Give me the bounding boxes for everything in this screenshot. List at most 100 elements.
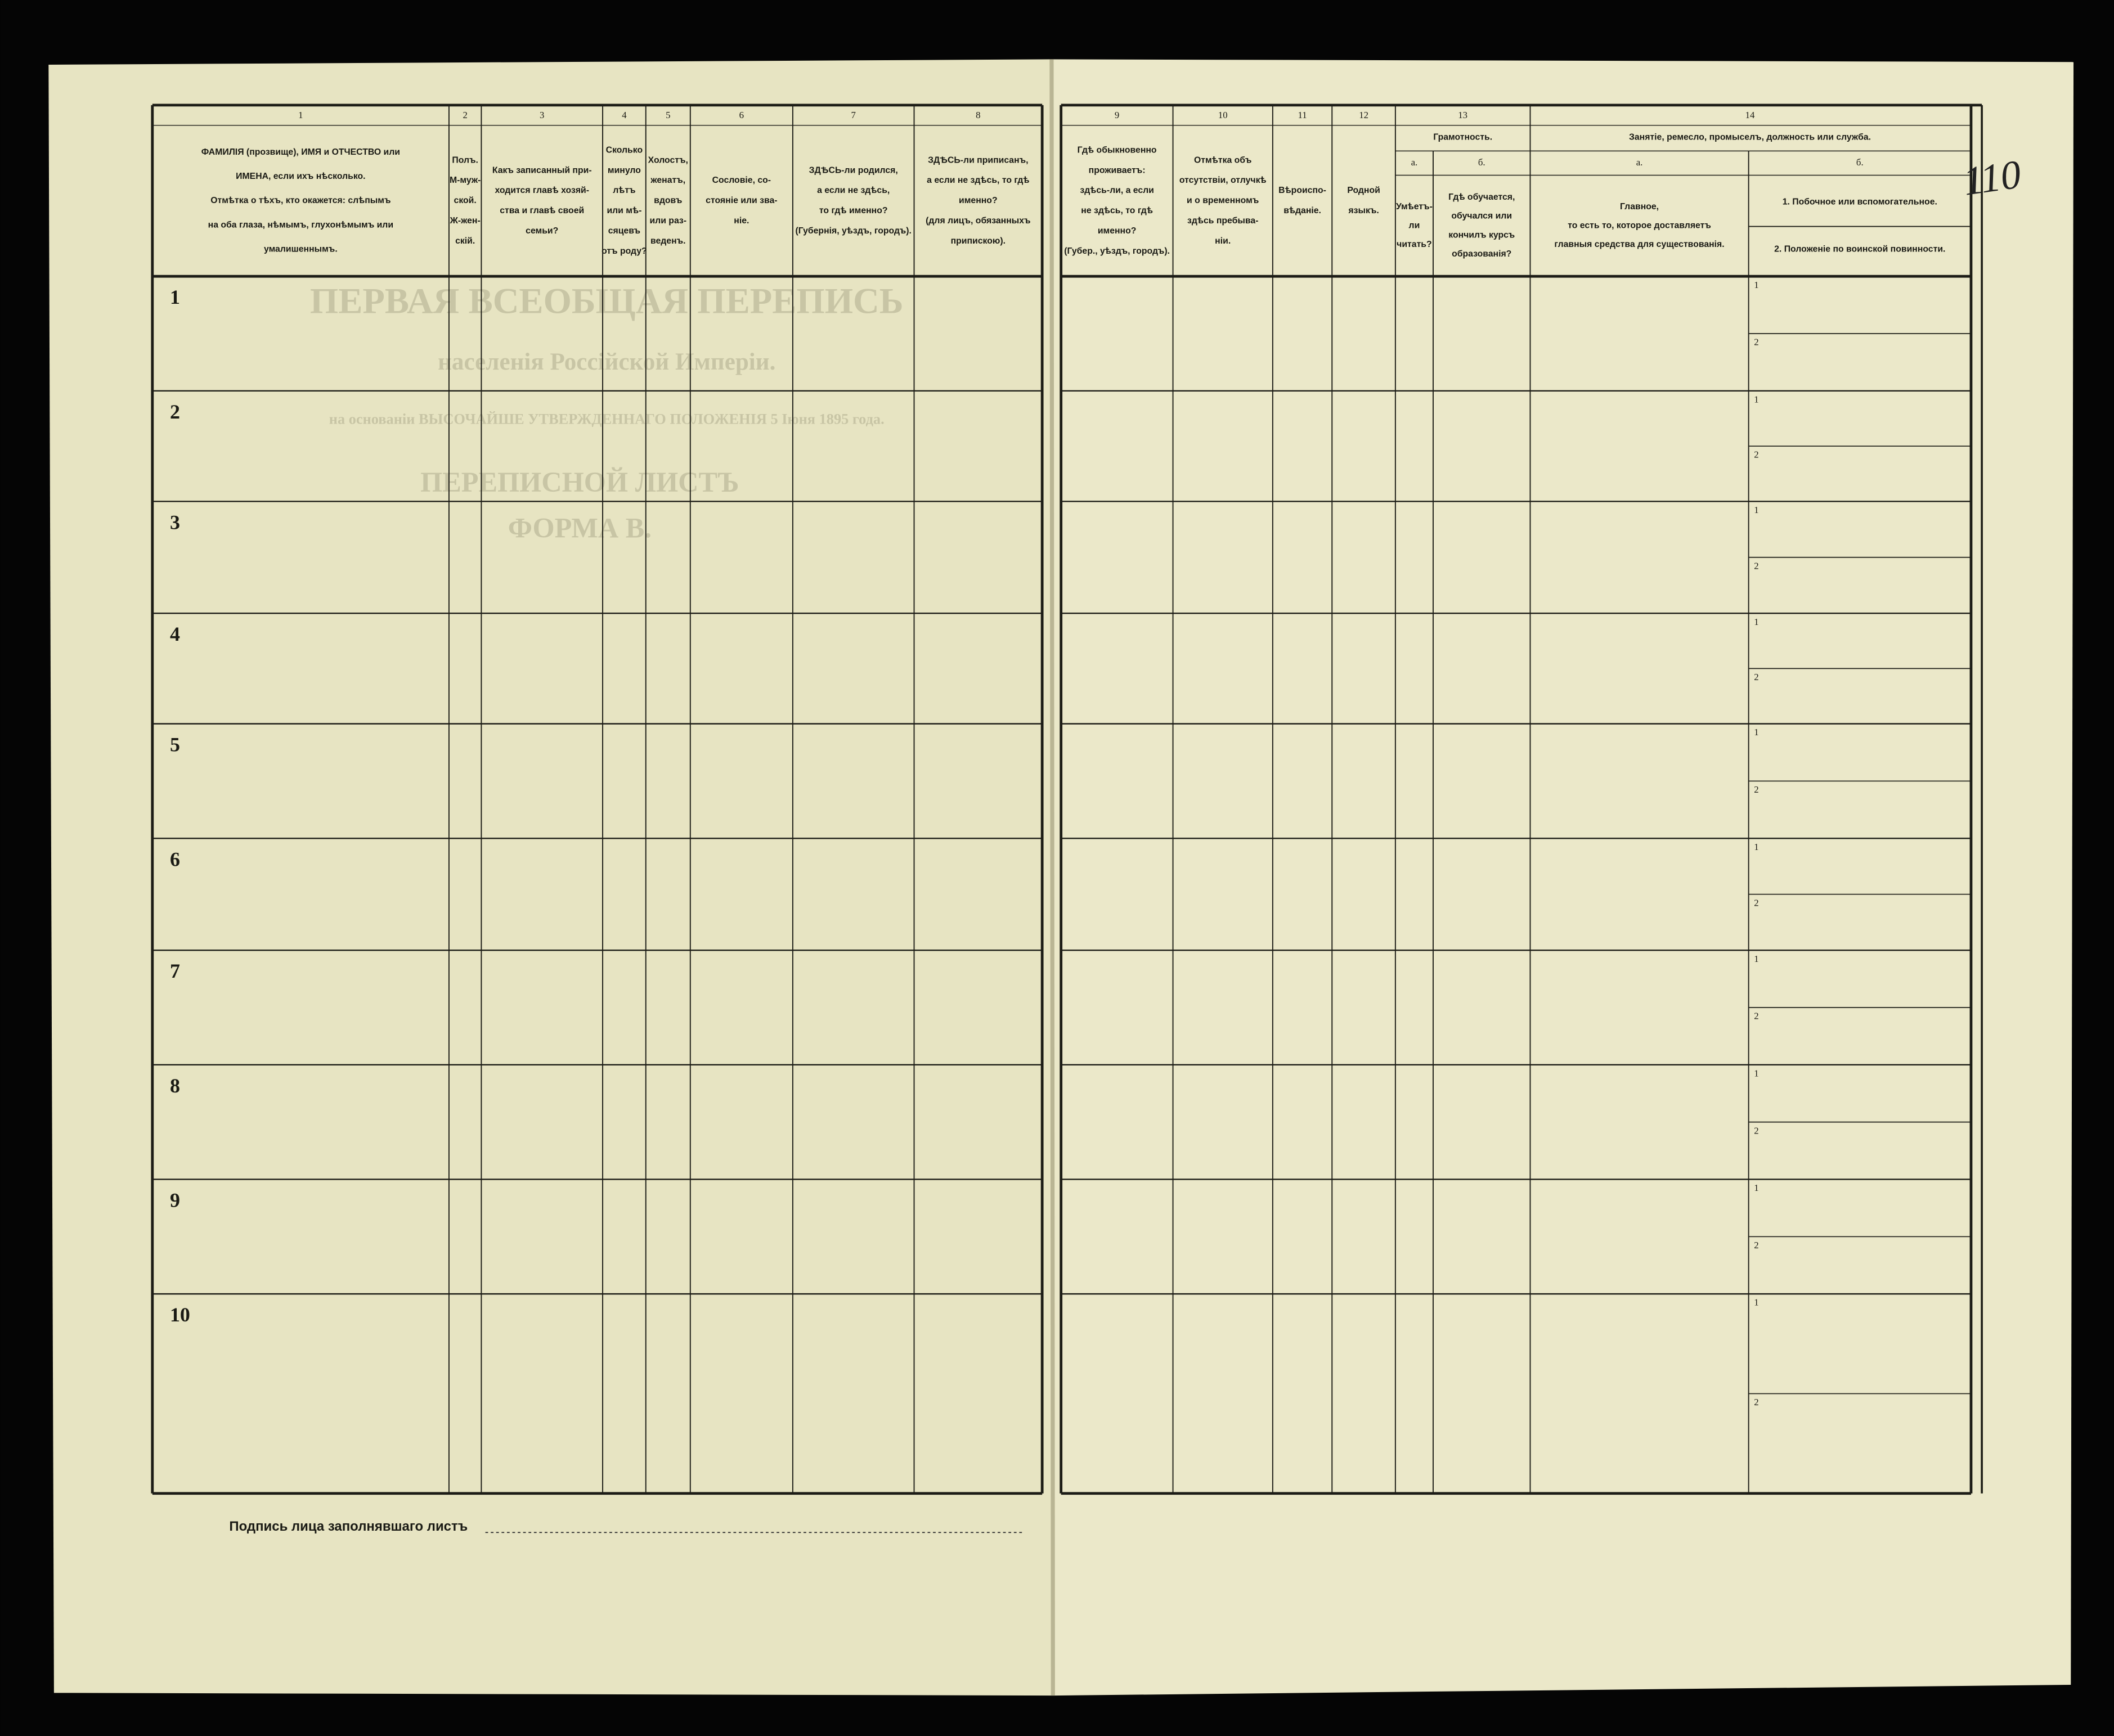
column-header: языкъ.	[1348, 206, 1379, 215]
subrow-label: 2	[1754, 784, 1758, 795]
row-number: 5	[170, 734, 180, 756]
column-number: 6	[739, 110, 744, 120]
column-header: (Губер., уѣздъ, городъ).	[1064, 246, 1170, 256]
column-header: ходится главѣ хозяй-	[495, 186, 589, 195]
column-header: Умѣетъ-	[1396, 202, 1433, 212]
column-header: а если не здѣсь, то гдѣ	[927, 176, 1029, 185]
column-header: Главное,	[1620, 202, 1659, 212]
column-header: Вѣроиспо-	[1278, 186, 1326, 195]
column-header: ИМЕНА, если ихъ нѣсколько.	[236, 172, 365, 181]
column-header: ства и главѣ своей	[500, 206, 584, 215]
row-number: 6	[170, 848, 180, 870]
column-header: вдовъ	[654, 196, 682, 205]
column-header: читать?	[1397, 240, 1432, 249]
subrow-label: 1	[1754, 1068, 1758, 1078]
column-number: 2	[463, 110, 467, 120]
subrow-label: 2	[1754, 897, 1758, 908]
column-number: 13	[1458, 110, 1467, 120]
bleed-through-text: на основаніи ВЫСОЧАЙШЕ УТВЕРЖДЕННАГО ПОЛ…	[329, 411, 885, 428]
bleed-through-text: ФОРМА В.	[508, 512, 652, 544]
column-header: главныя средства для существованія.	[1554, 240, 1724, 249]
column-header: здѣсь пребыва-	[1187, 216, 1258, 226]
subrow-label: 1	[1754, 505, 1758, 515]
row-number: 3	[170, 511, 180, 533]
column-header: ЗДѢСЬ-ли приписанъ,	[928, 155, 1028, 165]
signature-label: Подпись лица заполнявшаго листъ	[229, 1519, 468, 1534]
column-header: образованія?	[1452, 249, 1511, 259]
column-number: 8	[976, 110, 980, 120]
column-header: или мѣ-	[607, 206, 641, 215]
column-header: или раз-	[649, 216, 686, 226]
subrow-label: 2	[1754, 449, 1758, 460]
row-number: 10	[170, 1303, 190, 1326]
handwritten-number: 110	[1960, 151, 2024, 204]
subrow-label: 2	[1754, 1011, 1758, 1022]
column-header: женатъ,	[650, 176, 685, 185]
subrow-label: 2	[1754, 1125, 1758, 1136]
column-number: 9	[1115, 110, 1119, 120]
column-header: ли	[1409, 221, 1420, 230]
subrow-label: 1	[1754, 1182, 1758, 1193]
column-header: скій.	[455, 236, 475, 246]
column-header: то есть то, которое доставляетъ	[1568, 221, 1711, 230]
row-number: 4	[170, 623, 180, 645]
column-header: вѣданіе.	[1283, 206, 1321, 215]
column-header: М-муж-	[450, 176, 481, 185]
column-number: 12	[1359, 110, 1368, 120]
column-header: не здѣсь, то гдѣ	[1081, 206, 1153, 215]
column-number: 5	[666, 110, 670, 120]
subcolumn-letter: а.	[1636, 157, 1643, 168]
column-header: ФАМИЛІЯ (прозвище), ИМЯ и ОТЧЕСТВО или	[201, 147, 400, 157]
subrow-label: 2	[1754, 1397, 1758, 1407]
column-number: 10	[1218, 110, 1228, 120]
subrow-label: 1	[1754, 1297, 1758, 1308]
subrow-label: 1	[1754, 954, 1758, 964]
column-header: веденъ.	[650, 236, 686, 246]
bleed-through-text: населенія Россійской Имперіи.	[438, 349, 775, 375]
subrow-label: 1	[1754, 280, 1758, 290]
column-header: ской.	[454, 196, 477, 205]
column-header: Сословіе, со-	[712, 176, 771, 185]
column-header: именно?	[1098, 226, 1137, 236]
column-header: умалишеннымъ.	[264, 244, 338, 254]
row-number: 7	[170, 960, 180, 982]
column-number: 4	[622, 110, 627, 120]
subrow-label: 1	[1754, 842, 1758, 852]
column-header: отъ роду?	[602, 246, 647, 256]
column-header: ніе.	[734, 216, 749, 226]
column-number: 14	[1745, 110, 1755, 120]
subrow-label: 2	[1754, 560, 1758, 571]
column-header: семьи?	[526, 226, 558, 236]
column-header: и о временномъ	[1187, 196, 1259, 205]
column-header: Гдѣ обучается,	[1448, 192, 1515, 202]
bleed-through-text: ПЕРВАЯ ВСЕОБЩАЯ ПЕРЕПИСЬ	[310, 280, 904, 321]
column-header: то гдѣ именно?	[819, 206, 888, 215]
column-header: минуло	[608, 165, 641, 175]
bleed-through-text: ПЕРЕПИСНОЙ ЛИСТЪ	[420, 466, 739, 498]
column-header: 1. Побочное или вспомогательное.	[1783, 197, 1937, 207]
column-header: лѣтъ	[613, 186, 635, 195]
column-header: проживаетъ:	[1089, 165, 1146, 175]
column-header: отсутствіи, отлучкѣ	[1179, 176, 1267, 185]
row-number: 8	[170, 1074, 180, 1097]
column-header: Отмѣтка объ	[1194, 155, 1251, 165]
subcolumn-letter: а.	[1411, 157, 1418, 168]
group-title: Занятіе, ремесло, промыселъ, должность и…	[1629, 133, 1871, 142]
column-header: обучался или	[1451, 212, 1512, 221]
group-title: Грамотность.	[1433, 133, 1492, 142]
column-header: кончилъ курсъ	[1448, 230, 1515, 240]
column-header: (Губернія, уѣздъ, городъ).	[795, 226, 911, 236]
right-page	[1051, 59, 2074, 1696]
subrow-label: 1	[1754, 617, 1758, 627]
column-header: стояніе или зва-	[706, 196, 777, 205]
column-number: 11	[1298, 110, 1307, 120]
subrow-label: 1	[1754, 727, 1758, 737]
subcolumn-letter: б.	[1856, 157, 1864, 168]
column-header: именно?	[959, 196, 998, 205]
row-number: 1	[170, 286, 180, 308]
subcolumn-letter: б.	[1478, 157, 1485, 168]
column-header: Родной	[1347, 186, 1380, 195]
row-number: 2	[170, 401, 180, 423]
subrow-label: 2	[1754, 672, 1758, 682]
